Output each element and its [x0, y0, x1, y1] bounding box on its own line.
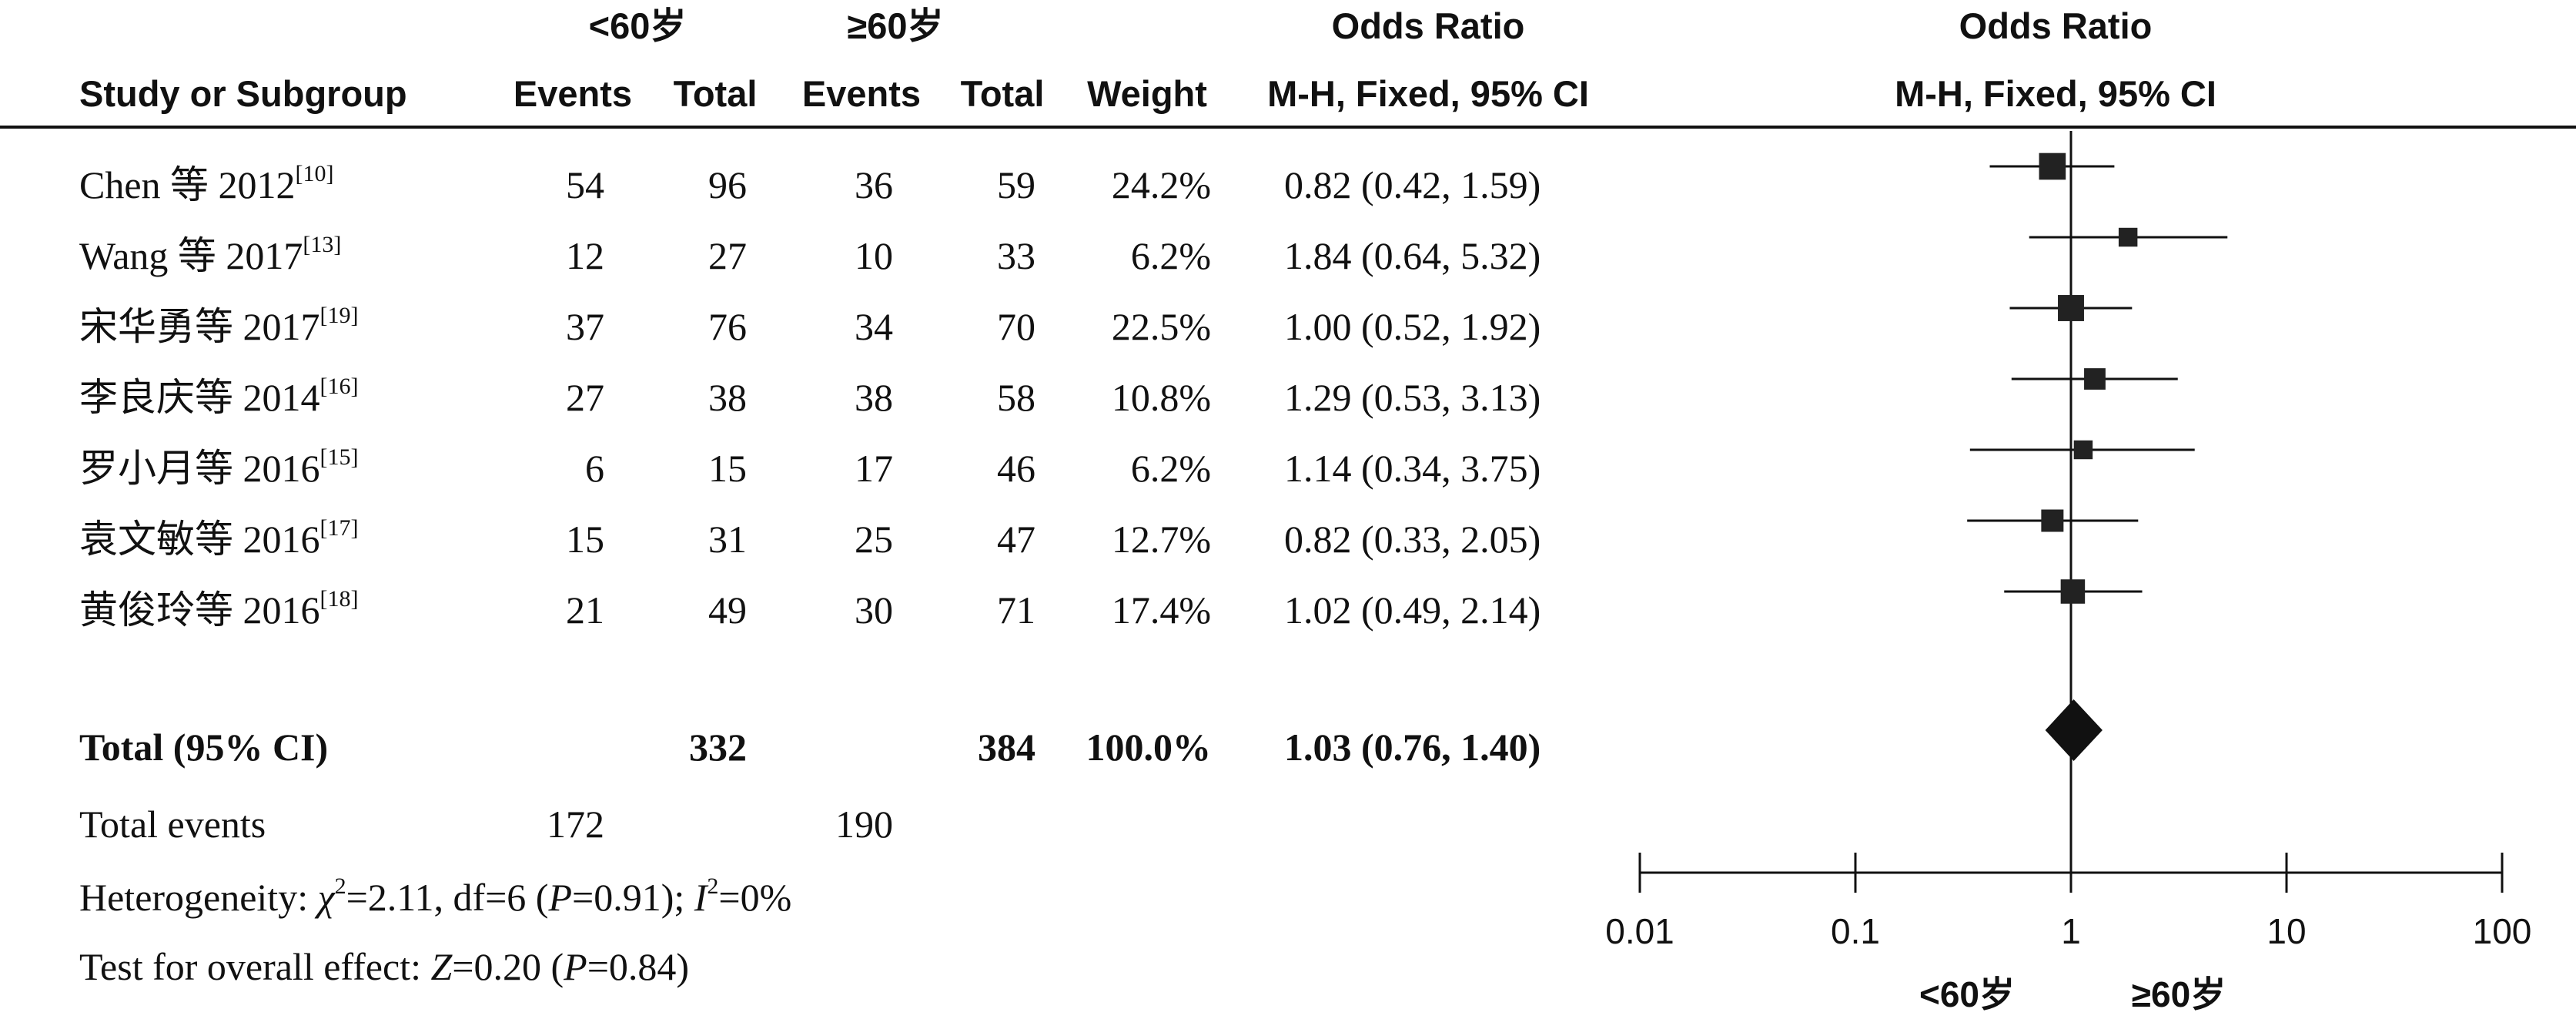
total1-cell: 49 [708, 588, 747, 632]
total2-cell: 71 [997, 588, 1035, 632]
ci-cell: 1.14 (0.34, 3.75) [1284, 447, 1541, 490]
ci-cell: 1.02 (0.49, 2.14) [1284, 588, 1541, 632]
group2-header: ≥60岁 [847, 5, 944, 46]
weight-cell: 17.4% [1111, 588, 1211, 632]
total1-cell: 31 [708, 518, 747, 561]
study-name: 黄俊玲等 2016[18] [79, 586, 359, 632]
events1-header: Events [513, 73, 633, 114]
study-point [2039, 153, 2066, 180]
ci-cell: 1.29 (0.53, 3.13) [1284, 376, 1541, 419]
study-name: 罗小月等 2016[15] [79, 444, 359, 490]
events1-cell: 37 [566, 305, 604, 348]
total-events1: 172 [547, 803, 604, 846]
weight-cell: 24.2% [1111, 163, 1211, 206]
events1-cell: 54 [566, 163, 604, 206]
or-title-header: Odds Ratio [1331, 5, 1525, 46]
x-tick-label: 10 [2267, 911, 2306, 951]
weight-cell: 6.2% [1130, 447, 1211, 490]
ci-cell: 0.82 (0.33, 2.05) [1284, 518, 1541, 561]
total2-cell: 46 [997, 447, 1035, 490]
x-tick-label: 1 [2061, 911, 2081, 951]
total1-cell: 96 [708, 163, 747, 206]
favors-left-label: <60岁 [1919, 974, 2016, 1014]
study-name: Chen 等 2012[10] [79, 161, 334, 206]
total1-cell: 27 [708, 234, 747, 277]
total2-header: Total [960, 73, 1045, 114]
total1-cell: 38 [708, 376, 747, 419]
x-tick-label: 0.01 [1605, 911, 1674, 951]
total1-cell: 15 [708, 447, 747, 490]
study-name: Wang 等 2017[13] [79, 232, 342, 277]
total-weight: 100.0% [1086, 726, 1212, 769]
total2-cell: 59 [997, 163, 1035, 206]
study-point [2041, 509, 2064, 532]
weight-cell: 22.5% [1111, 305, 1211, 348]
or-method-header: M-H, Fixed, 95% CI [1267, 73, 1589, 114]
total1-cell: 76 [708, 305, 747, 348]
total1-header: Total [673, 73, 758, 114]
plot-method-header: M-H, Fixed, 95% CI [1895, 73, 2216, 114]
events2-cell: 17 [855, 447, 893, 490]
events2-cell: 25 [855, 518, 893, 561]
weight-cell: 12.7% [1111, 518, 1211, 561]
weight-header: Weight [1087, 73, 1207, 114]
plot-title-header: Odds Ratio [1959, 5, 2153, 46]
overall-effect-text: Test for overall effect: Z=0.20 (P=0.84) [79, 945, 690, 988]
pooled-diamond [2045, 699, 2103, 761]
total1-sum: 332 [689, 726, 747, 769]
favors-right-label: ≥60岁 [2131, 974, 2226, 1014]
weight-cell: 6.2% [1130, 234, 1211, 277]
events2-cell: 30 [855, 588, 893, 632]
events1-cell: 6 [585, 447, 604, 490]
total2-cell: 58 [997, 376, 1035, 419]
heterogeneity-text: Heterogeneity: χ2=2.11, df=6 (P=0.91); I… [79, 873, 792, 919]
study-name: 宋华勇等 2017[19] [79, 303, 359, 348]
total2-sum: 384 [978, 726, 1035, 769]
total-label: Total (95% CI) [79, 726, 329, 769]
ci-cell: 0.82 (0.42, 1.59) [1284, 163, 1541, 206]
group1-header: <60岁 [588, 5, 687, 46]
events1-cell: 12 [566, 234, 604, 277]
x-tick-label: 0.1 [1831, 911, 1880, 951]
events2-header: Events [801, 73, 922, 114]
total2-cell: 70 [997, 305, 1035, 348]
study-point [2118, 227, 2138, 247]
events2-cell: 10 [855, 234, 893, 277]
weight-cell: 10.8% [1111, 376, 1211, 419]
events1-cell: 27 [566, 376, 604, 419]
study-point [2060, 579, 2086, 604]
events1-cell: 15 [566, 518, 604, 561]
study-point [2058, 295, 2084, 321]
study-header: Study or Subgroup [79, 73, 407, 114]
study-point [2073, 440, 2093, 460]
events1-cell: 21 [566, 588, 604, 632]
x-tick-label: 100 [2473, 911, 2532, 951]
total2-cell: 47 [997, 518, 1035, 561]
total-events-label: Total events [79, 803, 266, 846]
events2-cell: 36 [855, 163, 893, 206]
study-name: 李良庆等 2014[16] [79, 374, 359, 419]
study-name: 袁文敏等 2016[17] [79, 515, 359, 561]
total-ci: 1.03 (0.76, 1.40) [1284, 726, 1541, 769]
study-point [2084, 368, 2106, 390]
header-divider [0, 126, 2576, 129]
total2-cell: 33 [997, 234, 1035, 277]
ci-cell: 1.00 (0.52, 1.92) [1284, 305, 1541, 348]
ci-cell: 1.84 (0.64, 5.32) [1284, 234, 1541, 277]
total-events2: 190 [835, 803, 893, 846]
events2-cell: 34 [855, 305, 893, 348]
events2-cell: 38 [855, 376, 893, 419]
